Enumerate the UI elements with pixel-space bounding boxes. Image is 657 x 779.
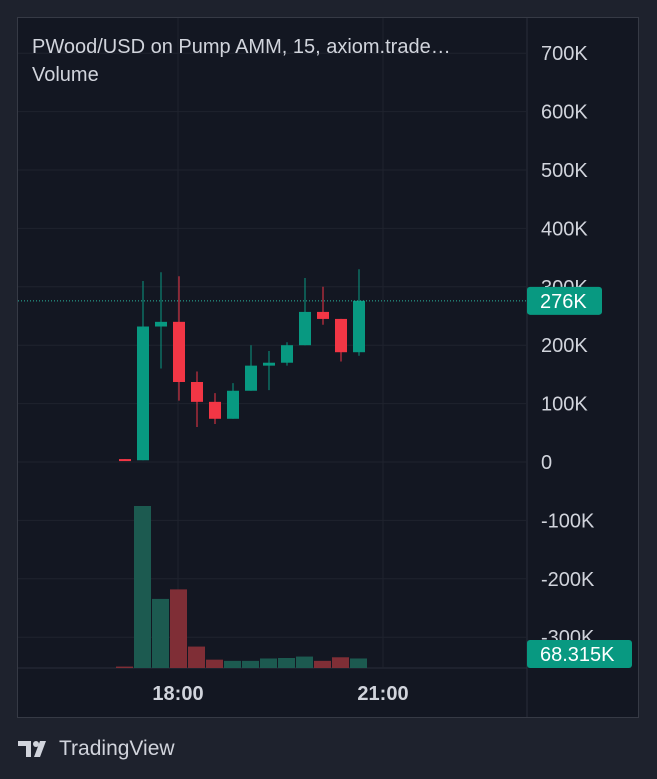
volume-bar[interactable] [206, 659, 223, 668]
last-value-labels: 276K 68.315K [18, 286, 632, 668]
last-volume-badge [527, 640, 632, 668]
y-axis: 700K600K500K400K300K200K100K0-100K-200K-… [541, 43, 595, 649]
candle-body [155, 321, 167, 327]
volume-bar[interactable] [278, 657, 295, 668]
candle[interactable] [191, 371, 203, 427]
candle[interactable] [119, 459, 131, 462]
candle-body [173, 321, 185, 382]
volume-indicator-label[interactable]: Volume [32, 64, 99, 86]
symbol-title[interactable]: PWood/USD on Pump AMM, 15, axiom.trade… [32, 36, 451, 58]
volume-bar[interactable] [242, 660, 259, 668]
candle[interactable] [227, 383, 239, 419]
y-tick-label: 0 [541, 452, 552, 474]
volume-bar[interactable] [188, 646, 205, 668]
volume-bar[interactable] [116, 666, 133, 668]
volume-bar[interactable] [152, 598, 169, 668]
y-tick-label: 200K [541, 335, 588, 357]
candle[interactable] [317, 286, 329, 325]
candle[interactable] [137, 280, 149, 461]
candle-body [335, 318, 347, 353]
candle[interactable] [263, 351, 275, 391]
candle[interactable] [281, 342, 293, 366]
candle-body [281, 345, 293, 363]
chart-legend: PWood/USD on Pump AMM, 15, axiom.trade… … [32, 33, 451, 89]
x-axis: 18:00 21:00 [152, 683, 408, 705]
candle[interactable] [209, 393, 221, 425]
candle-body [119, 459, 131, 462]
volume-bar[interactable] [260, 658, 277, 668]
candle-body [191, 381, 203, 402]
volume-bars [116, 506, 367, 668]
y-tick-label: 500K [541, 160, 588, 182]
volume-bar[interactable] [134, 506, 151, 668]
candle-body [353, 300, 365, 353]
candle-body [227, 390, 239, 419]
candle[interactable] [335, 318, 347, 362]
y-tick-label: -200K [541, 569, 595, 591]
y-tick-label: 400K [541, 218, 588, 240]
grid-lines [18, 18, 528, 717]
candle[interactable] [155, 272, 167, 369]
footer[interactable]: TradingView [18, 735, 175, 763]
candle[interactable] [299, 278, 311, 346]
candle-body [209, 401, 221, 419]
volume-bar[interactable] [314, 660, 331, 668]
volume-bar[interactable] [224, 660, 241, 668]
x-tick-label: 21:00 [357, 683, 408, 705]
last-price-label: 276K [540, 291, 587, 313]
volume-bar[interactable] [332, 657, 349, 668]
y-tick-label: 600K [541, 102, 588, 124]
candle-body [137, 326, 149, 461]
last-volume-label: 68.315K [540, 644, 615, 666]
candle-body [245, 365, 257, 391]
y-tick-label: 700K [541, 43, 588, 65]
candle-body [263, 362, 275, 366]
candle[interactable] [245, 345, 257, 391]
volume-bar[interactable] [296, 656, 313, 668]
volume-bar[interactable] [170, 589, 187, 668]
tradingview-logo-icon [18, 741, 46, 757]
candle[interactable] [353, 269, 365, 356]
volume-bar[interactable] [350, 658, 367, 668]
candle-body [317, 311, 329, 319]
x-tick-label: 18:00 [152, 683, 203, 705]
candle[interactable] [173, 276, 185, 401]
last-price-badge [527, 286, 602, 315]
candle-body [299, 311, 311, 346]
y-tick-label: 100K [541, 394, 588, 416]
chart-frame [17, 17, 639, 718]
tradingview-brand: TradingView [59, 737, 175, 760]
candles [119, 269, 365, 462]
y-tick-label: -100K [541, 510, 595, 532]
